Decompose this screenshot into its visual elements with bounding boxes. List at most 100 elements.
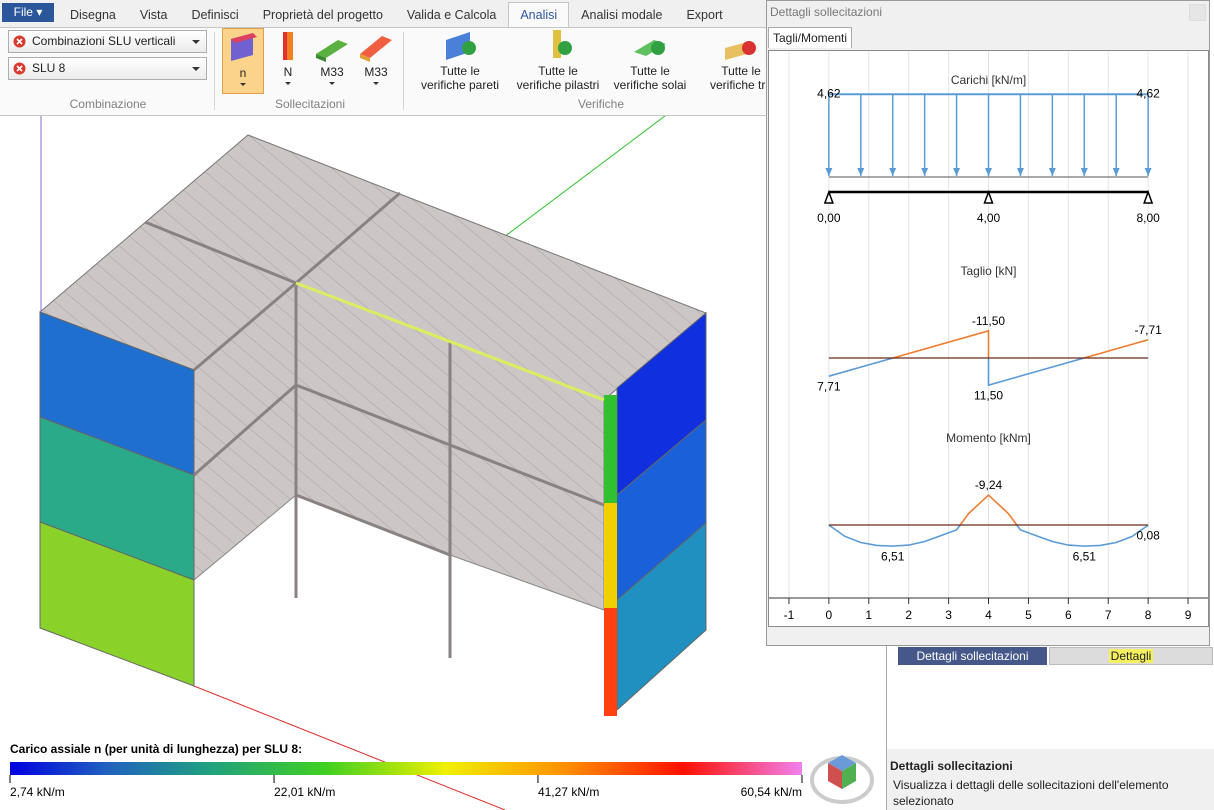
column-strip <box>604 395 617 503</box>
force-button[interactable]: n <box>222 28 264 94</box>
help-text: Visualizza i dettagli delle sollecitazio… <box>893 778 1169 808</box>
support-label: 4,00 <box>977 211 1001 225</box>
arrow-head <box>985 168 992 176</box>
support <box>983 189 994 204</box>
bottom-tab[interactable]: Dettagli <box>1049 647 1213 665</box>
x-tick-label: -1 <box>784 608 795 622</box>
colorbar-title: Carico assiale n (per unità di lunghezza… <box>10 742 302 756</box>
menu-tab[interactable]: Valida e Calcola <box>406 8 497 22</box>
check-button[interactable]: Tutte le verifiche tra <box>691 28 791 92</box>
colorbar <box>10 762 802 775</box>
wall-panel <box>39 521 195 687</box>
value-label: 6,51 <box>1073 549 1097 563</box>
menu-tab[interactable]: Disegna <box>70 8 116 22</box>
x-tick-label: 8 <box>1145 608 1152 622</box>
arrow-head <box>1144 168 1152 176</box>
button-label: M33 <box>364 65 388 79</box>
force-button[interactable]: M33 <box>312 28 352 92</box>
menu-tab[interactable]: Analisi modale <box>581 8 663 22</box>
chart-title: Taglio [kN] <box>960 264 1016 278</box>
x-tick-label: 6 <box>1065 608 1072 622</box>
view-cube[interactable] <box>810 755 874 804</box>
button-label: verifiche solai <box>613 78 687 92</box>
combo-text: SLU 8 <box>32 61 66 75</box>
check-button[interactable]: Tutte le verifiche pareti <box>410 28 510 92</box>
check-button[interactable]: Tutte le verifiche pilastri <box>508 28 608 92</box>
colorbar-label: 2,74 kN/m <box>10 785 65 799</box>
x-tick-label: 2 <box>905 608 912 622</box>
panel-tab[interactable]: Tagli/Momenti <box>768 27 853 48</box>
button-label: Tutte le <box>440 64 480 78</box>
chart: Carichi [kN/m] 4,62 4,62 0,00 4,00 8,00 Taglio… <box>768 50 1209 627</box>
diagram-line-positive <box>828 525 1149 547</box>
menu-tab[interactable]: Definisci <box>191 8 239 22</box>
colorbar-label: 41,27 kN/m <box>538 785 599 799</box>
help-box: Dettagli sollecitazioni Visualizza i det… <box>887 749 1214 810</box>
button-label: Tutte le <box>538 64 578 78</box>
support <box>823 189 834 204</box>
force-button[interactable]: N <box>268 28 308 92</box>
arrow-head <box>1016 168 1024 176</box>
force-button[interactable]: M33 <box>356 28 396 92</box>
x-tick-label: 5 <box>1025 608 1032 622</box>
combo-box[interactable]: Combinazioni SLU verticali <box>8 30 207 53</box>
separator <box>214 32 215 110</box>
file-label: File <box>13 5 33 19</box>
support-label: 8,00 <box>1136 211 1160 225</box>
group-label: Verifiche <box>577 97 625 111</box>
button-label: N <box>283 65 293 79</box>
check-button[interactable]: Tutte le verifiche solai <box>600 28 700 92</box>
arrow-head <box>889 168 897 176</box>
colorbar-label: 22,01 kN/m <box>274 785 335 799</box>
chart-title: Carichi [kN/m] <box>951 73 1026 87</box>
menu-tab[interactable]: Analisi <box>508 2 570 27</box>
selected-beam[interactable] <box>295 281 605 402</box>
value-label: 6,51 <box>881 549 905 563</box>
button-label: verifiche pareti <box>420 78 500 92</box>
diagram-line-negative <box>890 329 1149 358</box>
menu-tab[interactable]: Vista <box>139 8 168 22</box>
button-label: n <box>239 66 247 80</box>
column-strip <box>604 503 617 608</box>
value-label: 4,62 <box>1136 86 1160 100</box>
button-label: Tutte le <box>630 64 670 78</box>
x-tick-label: 3 <box>945 608 952 622</box>
menu-tab[interactable]: Export <box>686 8 723 22</box>
diagram-line-negative <box>828 493 1148 525</box>
button-label: Tutte le <box>721 64 761 78</box>
help-title: Dettagli sollecitazioni <box>890 759 1013 773</box>
menu-bar: File ▾ Disegna Vista Definisci Proprietà de… <box>0 0 766 28</box>
value-label: -9,24 <box>975 478 1003 492</box>
value-label: 0,08 <box>1136 528 1160 542</box>
column-strip <box>604 608 617 716</box>
combo-box[interactable]: SLU 8 <box>8 57 207 80</box>
ribbon: Combinazioni SLU verticali SLU 8 Combina… <box>0 28 772 116</box>
combo-text: Combinazioni SLU verticali <box>32 34 176 48</box>
arrow-head <box>857 168 865 176</box>
chart-title: Momento [kNm] <box>946 431 1031 445</box>
menu-tab[interactable]: Proprietà del progetto <box>262 8 383 22</box>
tab-strip: Disegna Vista Definisci Proprietà del proge… <box>58 2 735 27</box>
arrow-head <box>921 168 929 176</box>
diagram-line-positive <box>828 358 1087 387</box>
frame <box>144 191 605 658</box>
x-tick-label: 0 <box>826 608 833 622</box>
support <box>1143 189 1154 204</box>
arrow-head <box>1112 168 1120 176</box>
value-label: -11,50 <box>972 314 1005 328</box>
value-label: -7,71 <box>1134 323 1162 337</box>
file-button[interactable]: File ▾ <box>2 3 54 22</box>
arrow-head <box>825 168 833 176</box>
arrow-head <box>953 168 961 176</box>
button-label: M33 <box>320 65 344 79</box>
value-label: 7,71 <box>817 379 841 393</box>
bottom-tab[interactable]: Dettagli sollecitazioni <box>898 647 1047 665</box>
group-label: Combinazione <box>69 97 147 111</box>
close-button[interactable] <box>1189 4 1206 21</box>
axis-x <box>193 685 506 810</box>
button-label: verifiche pilastri <box>516 78 600 92</box>
x-tick-label: 7 <box>1105 608 1112 622</box>
support-label: 0,00 <box>817 211 841 225</box>
